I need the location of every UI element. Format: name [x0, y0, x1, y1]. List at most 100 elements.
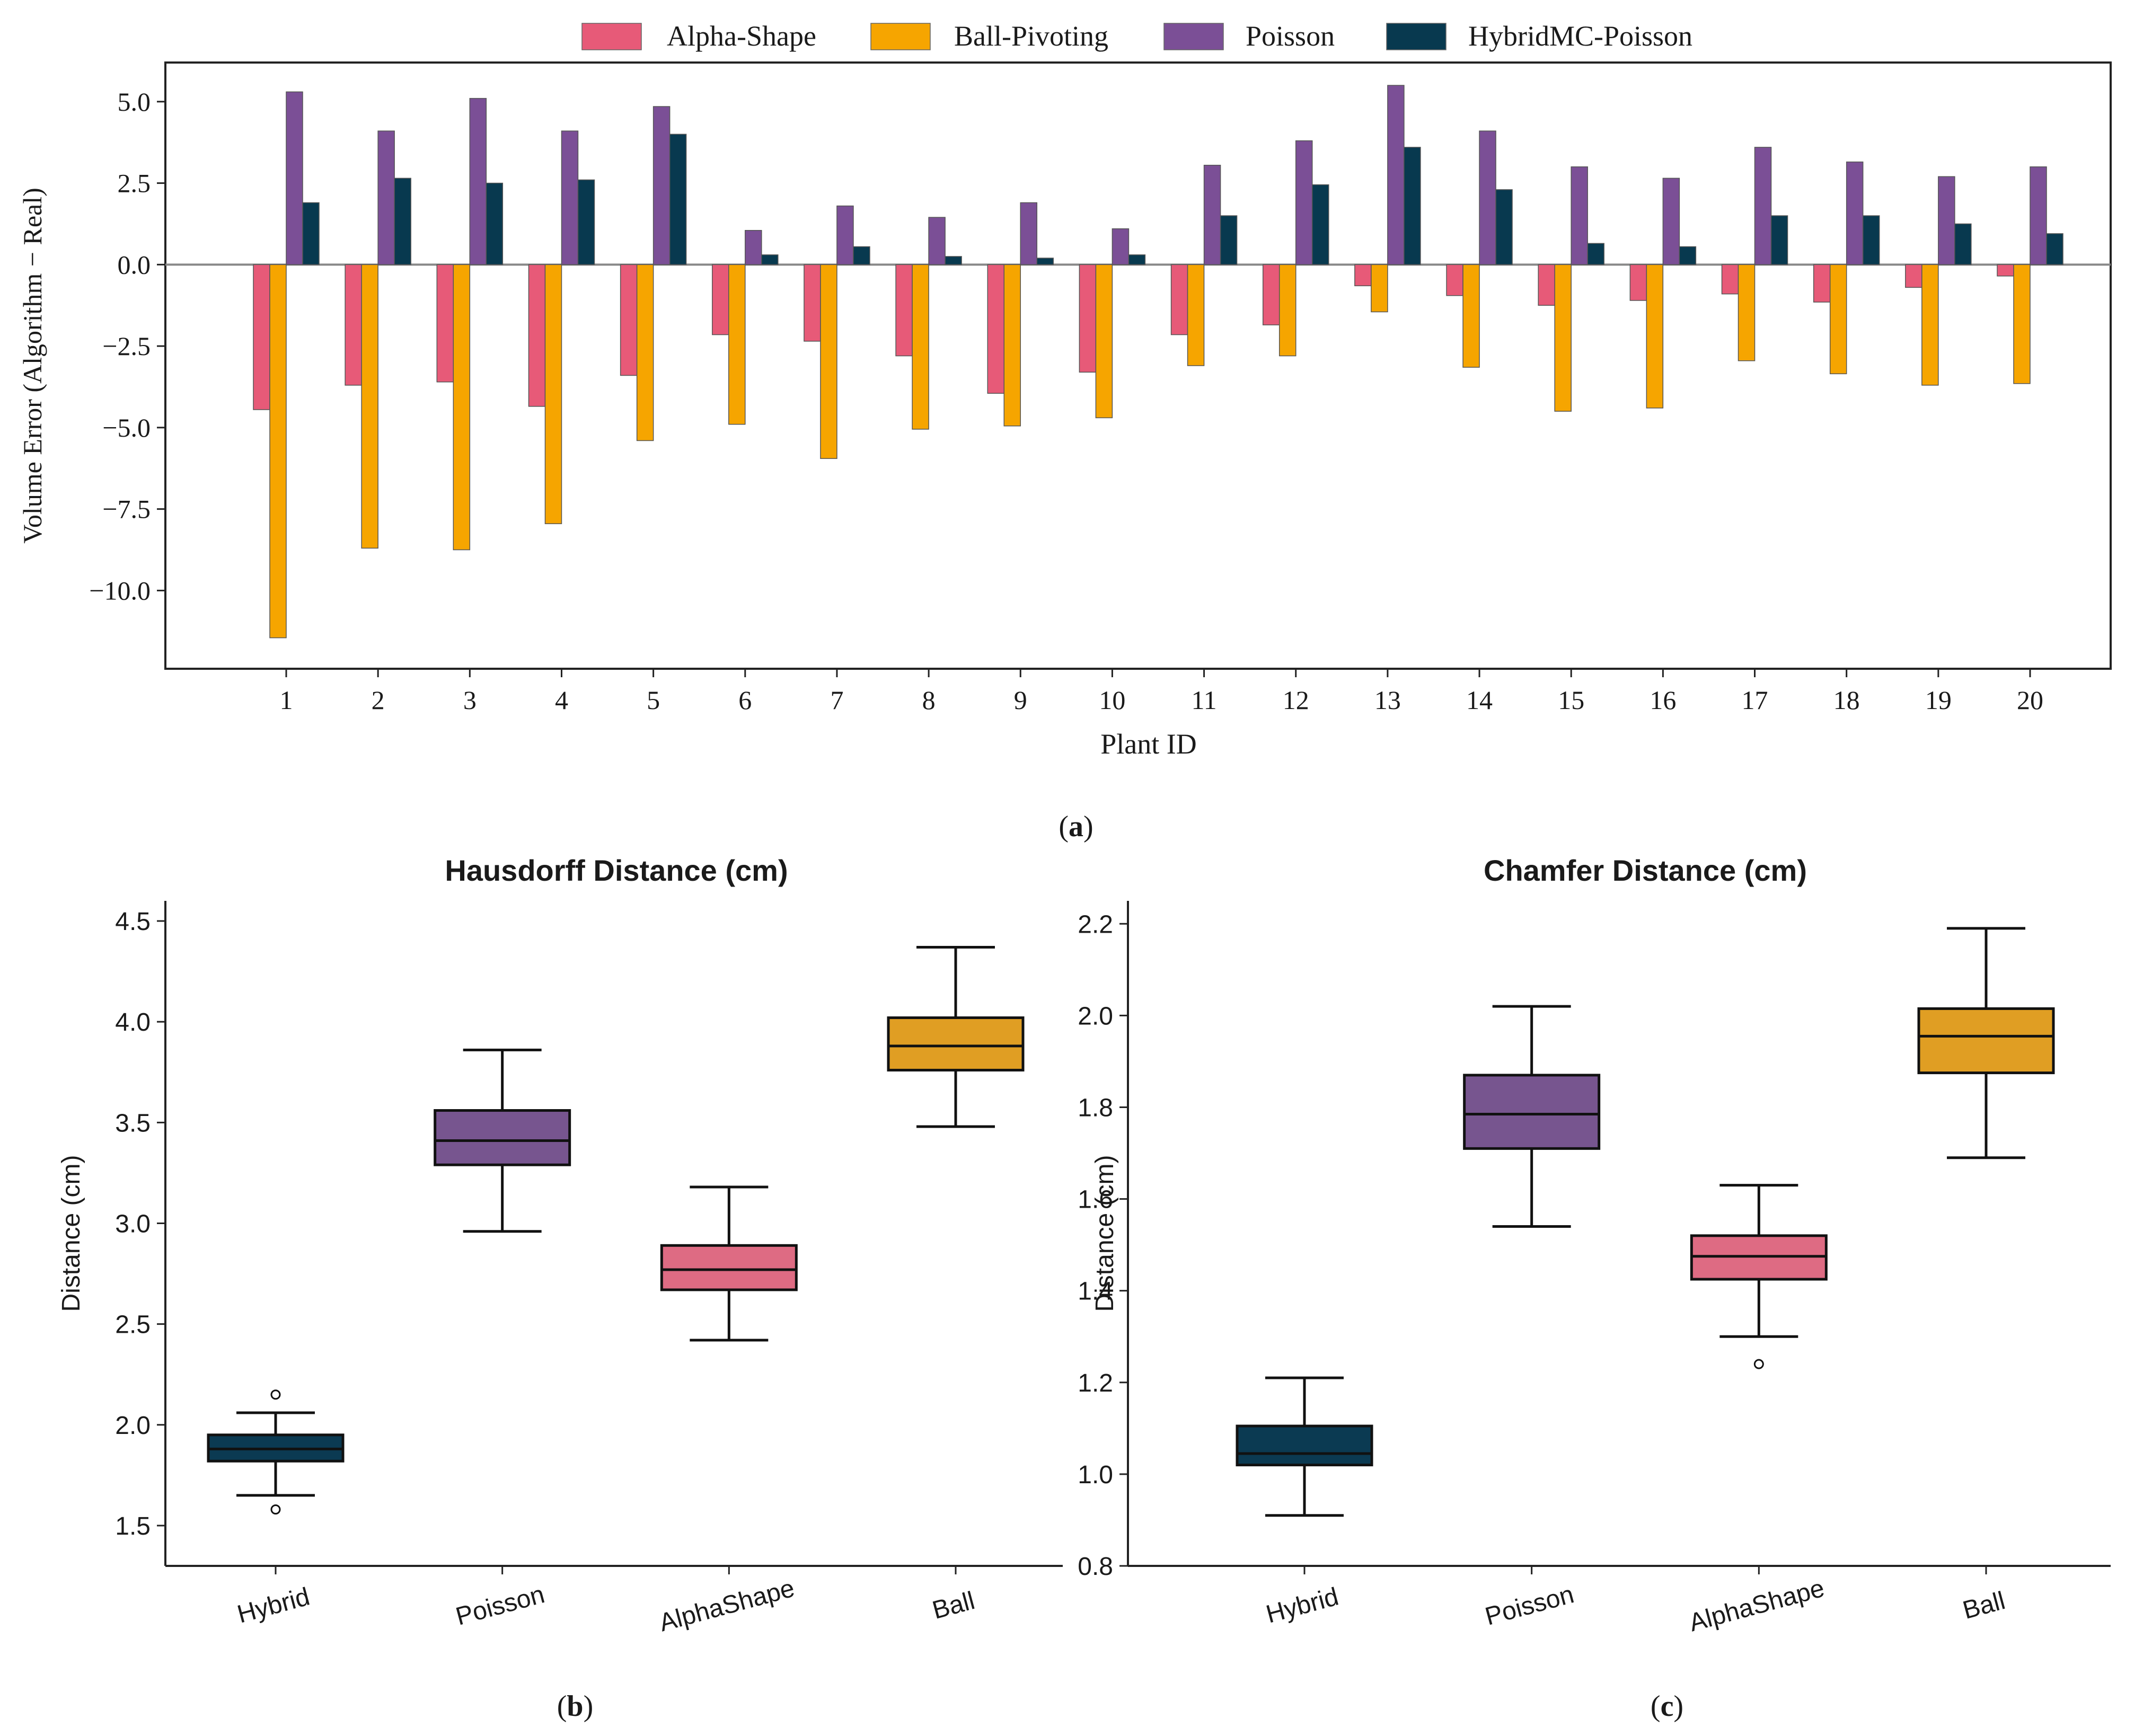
y-tick-label: 2.0 — [1078, 1002, 1113, 1030]
y-tick-label: 3.0 — [115, 1210, 151, 1238]
bar-alpha-shape-plant-19 — [1905, 264, 1922, 288]
bar-ball-pivoting-plant-1 — [269, 264, 287, 639]
outlier-point-hybrid — [270, 1389, 281, 1400]
x-tick-label: 10 — [1099, 685, 1125, 715]
y-tick-label: 5.0 — [118, 87, 151, 117]
bar-alpha-shape-plant-9 — [987, 264, 1005, 394]
x-tick-label: 4 — [555, 685, 568, 715]
bar-alpha-shape-plant-15 — [1538, 264, 1555, 306]
bar-hybridmc-poisson-plant-10 — [1128, 254, 1146, 265]
box-hybrid — [1236, 1424, 1373, 1467]
bar-hybridmc-poisson-plant-16 — [1679, 246, 1697, 265]
caption-close-paren: ) — [1083, 810, 1093, 843]
box-ball — [1917, 1007, 2055, 1075]
bar-ball-pivoting-plant-16 — [1646, 264, 1664, 409]
y-axis-ticks: 5.0 2.5 0.0 −2.5 −5.0 −7.5 −10.0 — [89, 87, 165, 605]
bar-ball-pivoting-plant-15 — [1554, 264, 1572, 412]
bar-alpha-shape-plant-12 — [1262, 264, 1280, 325]
x-tick-label: 20 — [2017, 685, 2043, 715]
x-tick-label: 8 — [922, 685, 936, 715]
outlier-point-alphashape — [1753, 1359, 1764, 1369]
bar-hybridmc-poisson-plant-20 — [2046, 233, 2063, 265]
bar-hybridmc-poisson-plant-1 — [302, 202, 320, 265]
box-alphashape — [660, 1244, 798, 1291]
bar-poisson-plant-16 — [1662, 178, 1680, 265]
y-tick-label: 1.2 — [1078, 1369, 1113, 1397]
bar-alpha-shape-plant-20 — [1997, 264, 2014, 277]
legend-label: HybridMC-Poisson — [1468, 20, 1692, 52]
bar-hybridmc-poisson-plant-19 — [1954, 223, 1972, 265]
bar-poisson-plant-1 — [286, 91, 303, 265]
bar-poisson-plant-3 — [469, 98, 487, 265]
y-tick-label: 1.0 — [1078, 1461, 1113, 1489]
caption-letter-a: a — [1069, 810, 1083, 843]
bar-alpha-shape-plant-4 — [528, 264, 546, 407]
bar-ball-pivoting-plant-14 — [1462, 264, 1480, 368]
bar-hybridmc-poisson-plant-5 — [669, 134, 687, 265]
caption-letter-b: b — [567, 1690, 583, 1723]
x-tick-label: 7 — [830, 685, 843, 715]
bar-poisson-plant-17 — [1754, 147, 1772, 265]
boxes — [1236, 927, 2055, 1517]
legend-label: Alpha-Shape — [667, 20, 816, 52]
bar-poisson-plant-9 — [1020, 202, 1038, 265]
bar-hybridmc-poisson-plant-7 — [853, 246, 870, 265]
y-tick-label: 1.8 — [1078, 1094, 1113, 1122]
bar-alpha-shape-plant-1 — [253, 264, 270, 410]
y-tick-label: 3.5 — [115, 1109, 151, 1137]
bar-hybridmc-poisson-plant-6 — [761, 254, 779, 265]
bar-hybridmc-poisson-plant-12 — [1311, 184, 1329, 265]
bar-poisson-plant-8 — [928, 217, 946, 265]
bar-poisson-plant-6 — [745, 230, 762, 265]
legend-swatch-hybridmc-poisson — [1386, 23, 1447, 50]
legend: Alpha-Shape Ball-Pivoting Poisson HybridMC-… — [581, 20, 1692, 52]
bar-poisson-plant-15 — [1571, 166, 1588, 265]
bar-hybridmc-poisson-plant-4 — [577, 179, 595, 265]
bar-ball-pivoting-plant-8 — [912, 264, 929, 430]
panel-b-caption: (b) — [557, 1690, 593, 1723]
y-tick-label: 1.6 — [1078, 1186, 1113, 1214]
bar-alpha-shape-plant-16 — [1629, 264, 1647, 301]
y-tick-label: 4.5 — [115, 908, 151, 936]
x-axis-label: Plant ID — [1100, 728, 1197, 760]
plot-frame — [164, 61, 2112, 670]
legend-swatch-ball-pivoting — [870, 23, 931, 50]
y-tick-label: 1.4 — [1078, 1278, 1113, 1306]
bar-ball-pivoting-plant-17 — [1738, 264, 1756, 361]
bar-ball-pivoting-plant-4 — [544, 264, 562, 525]
bar-hybridmc-poisson-plant-9 — [1036, 258, 1054, 265]
x-tick-label: 18 — [1833, 685, 1860, 715]
caption-close-paren: ) — [1673, 1690, 1683, 1723]
panel-a-bar-chart: Alpha-Shape Ball-Pivoting Poisson HybridMC-… — [17, 20, 2112, 843]
y-tick-label: −2.5 — [102, 331, 151, 361]
bar-ball-pivoting-plant-12 — [1278, 264, 1297, 357]
legend-swatch-alpha-shape — [581, 23, 642, 50]
bar-hybridmc-poisson-plant-14 — [1495, 189, 1513, 265]
box-poisson — [1463, 1074, 1601, 1150]
box-ball — [887, 1016, 1025, 1071]
y-tick-label: −5.0 — [102, 413, 151, 442]
y-tick-label: −7.5 — [102, 494, 151, 524]
bar-poisson-plant-14 — [1479, 130, 1496, 265]
x-tick-label: 15 — [1558, 685, 1584, 715]
axes — [164, 901, 1063, 1567]
legend-label: Ball-Pivoting — [954, 20, 1108, 52]
bar-alpha-shape-plant-10 — [1079, 264, 1097, 373]
x-tick-label: 14 — [1466, 685, 1493, 715]
bar-alpha-shape-plant-14 — [1446, 264, 1463, 296]
bar-poisson-plant-2 — [377, 130, 395, 265]
bar-hybridmc-poisson-plant-18 — [1862, 215, 1880, 265]
y-tick-label: 2.2 — [1078, 910, 1113, 938]
bar-poisson-plant-18 — [1846, 161, 1864, 265]
x-tick-label: 19 — [1925, 685, 1952, 715]
y-tick-label: 1.5 — [115, 1512, 151, 1540]
bar-alpha-shape-plant-13 — [1354, 264, 1372, 287]
x-tick-label: 2 — [372, 685, 385, 715]
x-tick-label: 3 — [463, 685, 477, 715]
caption-letter-c: c — [1661, 1690, 1674, 1723]
bar-alpha-shape-plant-7 — [804, 264, 821, 342]
bar-poisson-plant-20 — [2030, 166, 2047, 265]
caption-open-paren: ( — [1651, 1690, 1661, 1723]
